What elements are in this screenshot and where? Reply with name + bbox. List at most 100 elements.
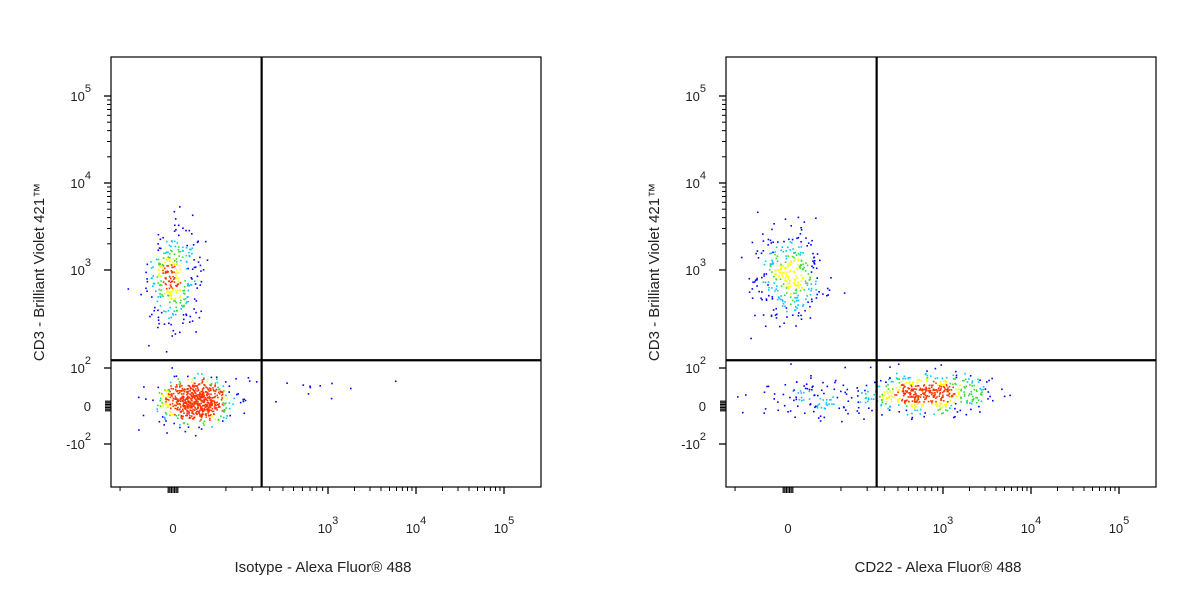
event-point — [756, 279, 758, 281]
event-point — [798, 398, 801, 401]
event-point — [887, 388, 890, 390]
event-point — [156, 276, 159, 278]
event-point — [813, 410, 815, 413]
event-point — [988, 379, 990, 382]
event-point — [167, 265, 170, 267]
event-point — [214, 385, 216, 388]
event-point — [951, 394, 953, 397]
event-point — [187, 397, 189, 400]
event-point — [143, 386, 145, 388]
event-point — [754, 279, 757, 281]
event-point — [170, 411, 172, 413]
event-point — [976, 397, 978, 399]
event-point — [187, 388, 189, 390]
event-point — [200, 414, 203, 417]
event-point — [191, 397, 194, 399]
x-tick-label: 104 — [1021, 515, 1042, 536]
event-point — [211, 426, 213, 428]
event-point — [796, 307, 798, 309]
event-point — [163, 267, 166, 270]
event-point — [928, 384, 931, 387]
event-point — [206, 410, 209, 412]
event-point — [809, 403, 812, 405]
event-point — [904, 392, 906, 395]
event-point — [193, 259, 195, 261]
event-point — [242, 398, 244, 401]
event-point — [140, 293, 142, 296]
event-point — [795, 284, 798, 287]
y-tick-label: 105 — [685, 83, 706, 104]
event-point — [169, 390, 171, 393]
event-point — [155, 258, 158, 261]
event-point — [799, 264, 802, 266]
event-point — [857, 390, 859, 392]
event-point — [179, 282, 182, 284]
event-point — [177, 378, 180, 380]
event-point — [910, 384, 913, 387]
event-point — [792, 270, 795, 273]
event-point — [152, 275, 154, 277]
event-point — [180, 308, 182, 310]
event-point — [229, 414, 231, 417]
event-point — [169, 284, 172, 286]
event-point — [191, 247, 194, 249]
event-point — [816, 406, 819, 409]
event-point — [210, 414, 212, 416]
event-point — [916, 399, 918, 401]
event-point — [760, 252, 763, 255]
event-point — [935, 389, 937, 391]
event-point — [797, 216, 800, 219]
event-point — [952, 393, 955, 395]
event-point — [198, 316, 201, 319]
event-point — [208, 415, 210, 417]
event-point — [891, 388, 894, 390]
event-point — [157, 326, 159, 329]
event-point — [932, 396, 935, 398]
event-point — [857, 401, 860, 403]
event-point — [885, 385, 887, 388]
event-point — [818, 403, 821, 405]
event-point — [874, 381, 876, 384]
event-point — [808, 388, 811, 391]
event-point — [209, 404, 211, 407]
event-point — [864, 389, 866, 392]
event-point — [787, 264, 790, 267]
event-point — [910, 395, 913, 398]
event-point — [902, 392, 905, 395]
event-cloud — [737, 211, 1011, 423]
event-point — [210, 399, 212, 402]
event-point — [940, 399, 943, 401]
event-point — [938, 395, 941, 397]
event-point — [940, 385, 943, 388]
event-point — [816, 253, 819, 255]
event-point — [795, 325, 797, 327]
event-point — [187, 390, 190, 393]
event-point — [928, 387, 931, 390]
event-point — [187, 378, 189, 381]
event-point — [168, 317, 170, 319]
event-point — [916, 385, 919, 387]
event-point — [785, 307, 788, 309]
event-point — [207, 397, 209, 399]
event-point — [968, 378, 970, 380]
event-point — [173, 281, 176, 283]
event-point — [799, 254, 802, 256]
event-point — [780, 263, 782, 266]
event-point — [970, 402, 973, 405]
event-point — [200, 416, 203, 419]
event-point — [204, 397, 207, 399]
event-point — [762, 233, 764, 235]
event-point — [182, 290, 184, 292]
x-tick-label: 104 — [406, 515, 427, 536]
event-point — [188, 255, 191, 257]
event-point — [158, 420, 161, 423]
event-point — [194, 401, 197, 404]
event-point — [795, 396, 797, 399]
event-point — [783, 322, 785, 324]
event-point — [972, 399, 974, 401]
event-point — [166, 291, 168, 293]
event-point — [179, 289, 181, 292]
event-point — [201, 412, 204, 415]
event-point — [186, 261, 188, 263]
event-point — [774, 314, 777, 316]
